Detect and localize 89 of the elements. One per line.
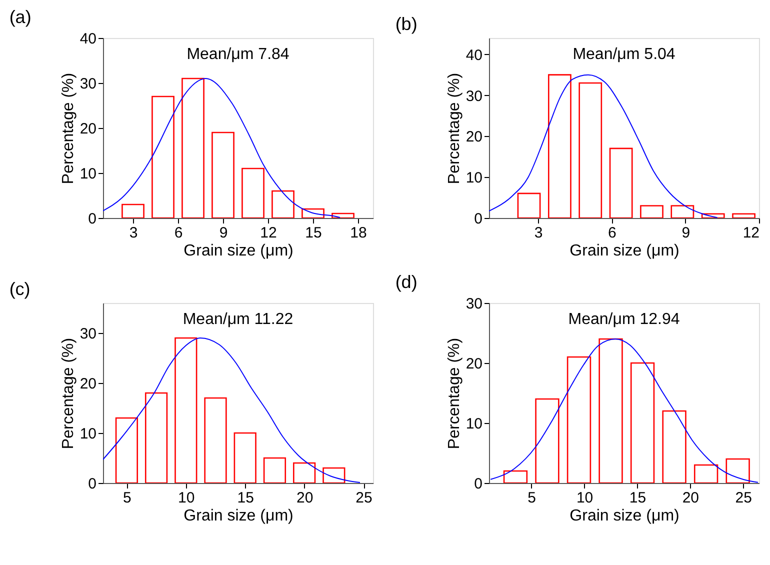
x-tick-label: 3 [129, 224, 138, 242]
annotation: Mean/μm 7.84 [186, 46, 290, 63]
bar [662, 410, 686, 483]
y-tick-label: 30 [466, 296, 482, 312]
bar [578, 82, 602, 218]
bar [517, 192, 541, 218]
annotation: Mean/μm 5.04 [572, 46, 676, 63]
chart-title: (c) [9, 279, 30, 299]
bar [640, 205, 664, 218]
y-tick-label: 0 [474, 476, 482, 492]
y-axis-title: Percentage (%) [446, 72, 463, 184]
bar [152, 96, 174, 218]
bar [234, 432, 256, 483]
bar [174, 337, 198, 483]
bar [630, 362, 655, 483]
y-tick-label: 0 [88, 476, 96, 492]
bar [548, 74, 572, 218]
y-axis-title: Percentage (%) [60, 338, 77, 450]
bar [115, 417, 138, 483]
x-tick-label: 9 [219, 224, 228, 242]
y-tick-label: 20 [466, 356, 482, 372]
chart-title: (b) [395, 14, 418, 34]
y-tick-label: 0 [474, 210, 482, 228]
y-tick-label: 10 [466, 170, 482, 187]
x-tick-label: 3 [534, 224, 543, 242]
x-tick-label: 15 [305, 224, 322, 242]
x-tick-label: 6 [174, 224, 183, 242]
bar [263, 457, 286, 483]
y-tick-label: 0 [88, 210, 96, 228]
x-axis-title: Grain size (μm) [184, 508, 294, 524]
bar [302, 208, 324, 218]
x-tick-label: 15 [629, 490, 646, 506]
bar [598, 338, 623, 483]
x-tick-label: 20 [296, 490, 314, 506]
y-tick-label: 10 [80, 426, 96, 442]
x-axis-title: Grain size (μm) [570, 508, 680, 524]
y-tick-label: 10 [466, 416, 482, 432]
x-axis-title: Grain size (μm) [570, 242, 680, 260]
bar [122, 204, 144, 218]
y-tick-label: 30 [80, 326, 96, 342]
y-tick-label: 20 [466, 128, 482, 146]
bar [182, 78, 204, 218]
bar [272, 190, 294, 218]
x-tick-label: 5 [528, 490, 536, 506]
x-tick-label: 6 [608, 224, 616, 242]
bar [503, 470, 528, 483]
bar [670, 205, 694, 218]
x-tick-label: 12 [742, 224, 760, 242]
annotation: Mean/μm 12.94 [568, 311, 680, 328]
line-series [489, 74, 718, 218]
chart-title: (d) [395, 272, 418, 292]
line-series [103, 78, 340, 218]
x-axis-title: Grain size (μm) [184, 242, 294, 260]
y-tick-label: 30 [80, 76, 96, 92]
bar [701, 213, 725, 218]
annotation: Mean/μm 11.22 [182, 311, 294, 328]
x-tick-label: 15 [237, 490, 254, 506]
x-tick-label: 5 [123, 490, 132, 506]
bar [212, 132, 234, 218]
bar [732, 213, 756, 218]
bar [694, 464, 718, 483]
bar [144, 392, 168, 483]
bar [566, 356, 592, 483]
bar [293, 462, 316, 483]
bar [242, 168, 264, 218]
bar [726, 458, 750, 483]
bar [535, 398, 560, 483]
x-tick-label: 20 [682, 490, 700, 506]
y-tick-label: 10 [80, 166, 96, 182]
bar [204, 397, 227, 483]
y-axis-title: Percentage (%) [446, 338, 463, 450]
y-axis-title: Percentage (%) [60, 72, 77, 184]
x-tick-label: 10 [178, 490, 195, 506]
x-tick-label: 25 [735, 490, 752, 506]
y-tick-label: 20 [80, 120, 96, 138]
bar [332, 212, 354, 218]
bar [609, 148, 633, 218]
y-tick-label: 40 [80, 30, 96, 48]
x-tick-label: 10 [576, 490, 594, 506]
chart-title: (a) [9, 7, 32, 27]
x-tick-label: 9 [682, 224, 690, 242]
y-tick-label: 30 [466, 88, 482, 105]
x-tick-label: 18 [350, 224, 367, 242]
y-tick-label: 40 [466, 46, 482, 64]
x-tick-label: 12 [260, 224, 277, 242]
y-tick-label: 20 [80, 376, 96, 392]
line-series [103, 338, 360, 483]
bar [322, 467, 346, 483]
x-tick-label: 25 [356, 490, 372, 506]
